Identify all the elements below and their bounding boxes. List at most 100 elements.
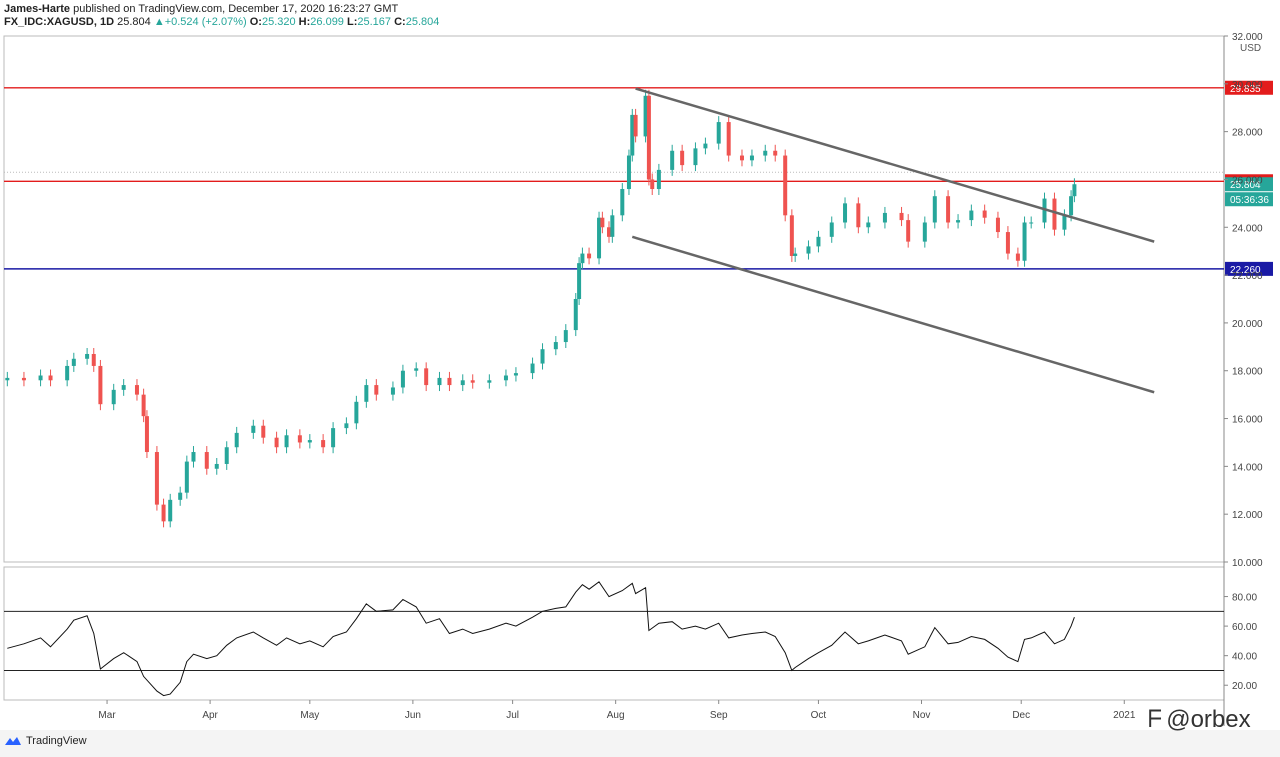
published-info: published on TradingView.com, December 1… [73,3,399,15]
candle-body [693,148,698,166]
candle-body [204,452,209,469]
candle-body [553,342,558,350]
candle-body [580,253,585,264]
candle-body [726,122,731,156]
candle-body [922,222,927,242]
footer-bar [0,730,1280,757]
y-tick-label: 30.000 [1232,80,1263,91]
candle-body [178,492,183,500]
candle-body [364,385,369,402]
watermark-text: @orbex [1166,706,1251,733]
candle-body [71,358,76,366]
currency-label: USD [1240,43,1261,54]
candle-body [21,377,26,381]
candle-body [806,246,811,254]
candle-body [307,440,312,443]
y-tick-label: 14.000 [1232,462,1263,473]
candle-body [783,155,788,216]
candle-body [400,370,405,388]
candle-body [354,401,359,424]
candle-body [749,155,754,161]
rsi-tick-label: 40.00 [1232,652,1257,663]
candle-body [899,212,904,221]
candle-body [38,375,43,381]
y-tick-label: 22.000 [1232,271,1263,282]
author-name[interactable]: James-Harte [4,3,71,15]
candle-body [214,463,219,469]
y-tick-label: 32.000 [1232,32,1263,43]
candle-body [956,220,961,223]
candle-body [680,150,685,166]
candle-body [540,349,545,364]
candle-body [1029,222,1034,224]
low-value: 25.167 [357,16,392,28]
level-price-label: 29.835 [1230,84,1261,95]
candle-body [670,150,675,170]
candle-body [85,353,90,359]
candle-body [5,377,10,381]
current-price-label: 25.804 [1230,180,1261,191]
candle-body [251,425,256,433]
candle-body [656,169,661,190]
symbol-legend: FX_IDC:XAGUSD, 1D 25.804 ▲+0.524 (+2.07%… [4,16,439,29]
tradingview-logo[interactable]: TradingView [4,735,87,747]
candle-body [646,95,651,180]
candle-body [843,203,848,223]
x-tick-label: Sep [710,710,728,721]
level-price-tag [1225,261,1273,276]
candle-body [607,227,612,237]
y-tick-label: 26.000 [1232,175,1263,186]
candle-body [932,196,937,223]
candle-body [643,95,648,137]
y-tick-label: 28.000 [1232,128,1263,139]
tradingview-icon [5,737,21,745]
candle-body [906,220,911,242]
x-tick-label: 2021 [1113,710,1136,721]
candle-body [460,380,465,386]
candle-body [969,210,974,221]
candle-body [793,253,798,256]
candle-body [321,440,326,448]
close-value: 25.804 [405,16,440,28]
x-tick-label: Apr [202,710,218,721]
candle-body [620,189,625,216]
current-price-tag [1225,177,1273,192]
candle-body [447,377,452,386]
candle-body [716,122,721,144]
candle-body [154,452,159,505]
x-tick-label: Dec [1012,710,1030,721]
candle-body [982,210,987,218]
candle-body [829,222,834,237]
candle-body [331,428,336,448]
orbex-watermark: ᖴ @orbex [1148,706,1251,734]
candle-body [1069,196,1074,216]
publisher-line: James-Harte published on TradingView.com… [4,3,398,16]
candle-body [121,385,126,390]
rsi-tick-label: 80.00 [1232,593,1257,604]
candle-body [995,217,1000,233]
x-tick-label: May [300,710,319,721]
candle-body [274,437,279,448]
x-tick-label: Jul [506,710,519,721]
x-tick-label: Nov [913,710,931,721]
candle-body [1062,215,1067,230]
candle-body [487,380,492,383]
level-price-label: 22.260 [1230,265,1261,276]
symbol-name[interactable]: FX_IDC:XAGUSD, 1D [4,16,115,28]
candle-body [630,114,635,156]
candle-body [48,375,53,381]
current-price-tag [1225,192,1273,207]
candle-body [563,330,568,343]
level-price-tag [1225,80,1273,95]
close-label: C: [394,16,406,28]
rsi-tick-label: 60.00 [1232,622,1257,633]
high-label: H: [298,16,311,28]
candle-body [739,155,744,161]
price-change: +0.524 (+2.07%) [164,16,247,28]
candle-body [587,253,592,259]
candle-body [144,416,149,453]
candle-body [91,353,96,366]
triangle-up-icon: ▲ [153,16,165,28]
y-tick-label: 16.000 [1232,415,1263,426]
